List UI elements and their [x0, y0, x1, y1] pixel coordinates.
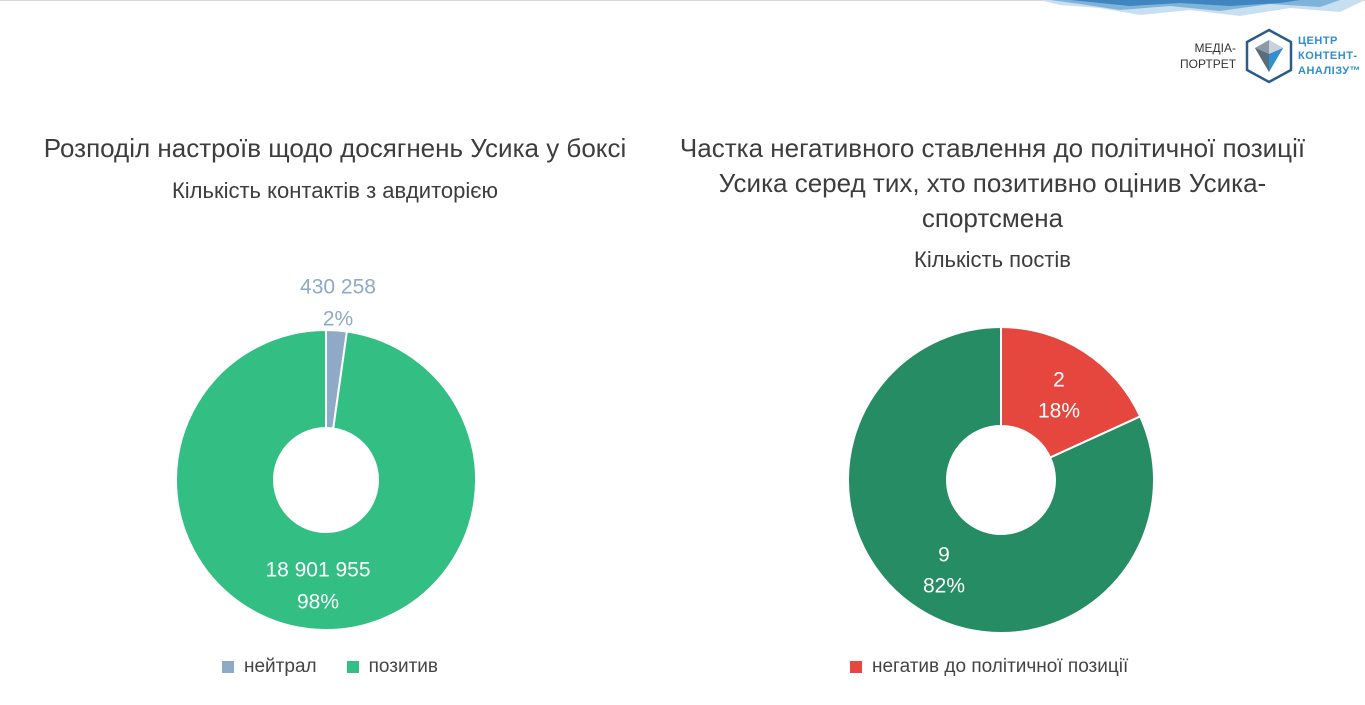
legend-label-positive: позитив [368, 656, 438, 677]
chart2-legend: негатив до політичної позиції [850, 656, 1128, 678]
logo-hexagon-icon [1245, 28, 1293, 84]
legend-label-neutral: нейтрал [244, 656, 317, 677]
chart1-subtitle: Кількість контактів з авдиторією [171, 178, 499, 203]
legend-item-positive: позитив [346, 656, 438, 678]
chart1-slice-2-value-label: 18 901 955 [265, 559, 370, 582]
legend-item-neutral: нейтрал [222, 656, 317, 678]
chart2-slice-2-value-label: 9 [938, 544, 950, 567]
chart2-slice-1-percent-label: 18% [1038, 400, 1080, 423]
chart2-slice-1 [1000, 325, 1142, 459]
chart2-subtitle: Кількість постів [914, 247, 1071, 272]
legend-item-negative: негатив до політичної позиції [850, 656, 1128, 678]
chart2-title-line-3: спортсмена [921, 203, 1064, 233]
chart2-slice-2 [847, 325, 1155, 634]
legend-swatch-neutral [222, 661, 234, 673]
chart2-title-line-2: Усика серед тих, хто позитивно оцінив Ус… [718, 168, 1267, 198]
chart1-slice-2 [175, 328, 477, 631]
chart1-slice-2-percent-label: 98% [297, 591, 339, 614]
logo-left-text: МЕДІА- ПОРТРЕТ [1180, 41, 1237, 71]
chart2-slice-1-value-label: 2 [1053, 369, 1065, 392]
legend-label-negative: негатив до політичної позиції [872, 656, 1129, 677]
chart2-slice-2-percent-label: 82% [923, 575, 965, 598]
media-portrait-logo: МЕДІА- ПОРТРЕТ ЦЕНТР КОНТЕНТ- АНАЛІЗУ™ [1180, 28, 1365, 84]
chart2-title: Частка негативного ставлення до політичн… [655, 131, 1330, 236]
chart2-donut: 2 18% 9 82% [847, 325, 1155, 634]
chart1-title: Розподіл настроїв щодо досягнень Усика у… [43, 133, 627, 163]
decorative-banner [1040, 0, 1365, 16]
logo-right-text: ЦЕНТР КОНТЕНТ- АНАЛІЗУ™ [1298, 35, 1362, 77]
chart1-donut: 430 258 2% 18 901 955 98% [175, 276, 477, 631]
legend-swatch-positive [346, 661, 359, 673]
chart2-title-line-1: Частка негативного ставлення до політичн… [679, 133, 1306, 163]
chart1-legend: нейтрал позитив [222, 656, 438, 678]
chart1-slice-1-value-label: 430 258 [300, 276, 376, 299]
top-rule [0, 0, 1365, 1]
legend-swatch-negative [850, 661, 862, 673]
chart1-slice-1-percent-label: 2% [323, 308, 353, 331]
